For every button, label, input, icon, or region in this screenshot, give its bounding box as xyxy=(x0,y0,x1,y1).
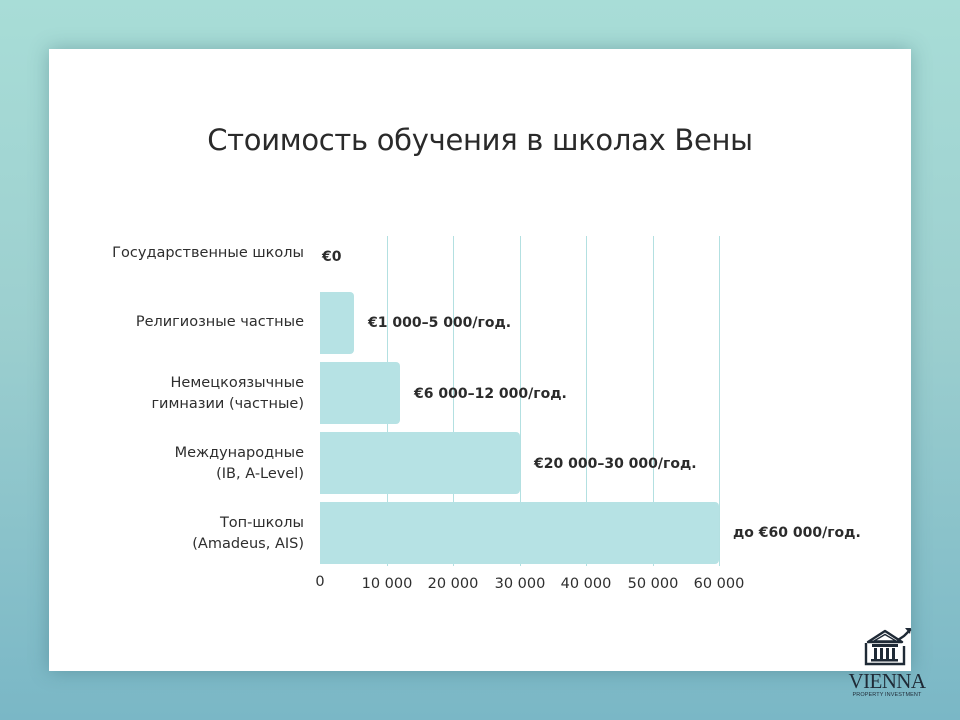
x-tick-20000: 20 000 xyxy=(427,576,479,592)
bar-international xyxy=(320,432,520,494)
value-label-public: €0 xyxy=(322,249,342,265)
x-tick-30000: 30 000 xyxy=(494,576,546,592)
chart-card xyxy=(49,49,911,671)
gridline-20000 xyxy=(453,236,454,566)
x-tick-10000: 10 000 xyxy=(361,576,413,592)
bar-religious xyxy=(320,292,354,354)
category-label-international: Международные (IB, A-Level) xyxy=(174,445,304,482)
gridline-40000 xyxy=(586,236,587,566)
gridline-60000 xyxy=(719,236,720,566)
category-label-religious: Религиозные частные xyxy=(135,314,304,330)
x-tick-50000: 50 000 xyxy=(627,576,679,592)
gridline-50000 xyxy=(653,236,654,566)
logo-tagline: PROPERTY INVESTMENT xyxy=(852,692,922,698)
gridline-30000 xyxy=(520,236,521,566)
bar-german-gymnasium xyxy=(320,362,400,424)
x-tick-40000: 40 000 xyxy=(560,576,612,592)
category-label-top-schools: Топ-школы (Amadeus, AIS) xyxy=(192,515,304,552)
value-label-german-gymnasium: €6 000–12 000/год. xyxy=(414,386,567,402)
logo-wordmark: VIENNA xyxy=(848,669,926,693)
building-chart-icon xyxy=(864,628,912,666)
category-label-german-gymnasium: Немецкоязычные гимназии (частные) xyxy=(151,375,304,412)
value-label-religious: €1 000–5 000/год. xyxy=(368,315,512,331)
value-label-international: €20 000–30 000/год. xyxy=(534,456,697,472)
value-label-top-schools: до €60 000/год. xyxy=(733,525,861,541)
x-tick-60000: 60 000 xyxy=(693,576,745,592)
bar-top-schools xyxy=(320,502,719,564)
category-label-public: Государственные школы xyxy=(112,245,304,261)
chart-title: Стоимость обучения в школах Вены xyxy=(207,123,753,157)
x-tick-0: 0 xyxy=(315,574,325,590)
vienna-property-logo: VIENNA PROPERTY INVESTMENT xyxy=(846,626,928,706)
